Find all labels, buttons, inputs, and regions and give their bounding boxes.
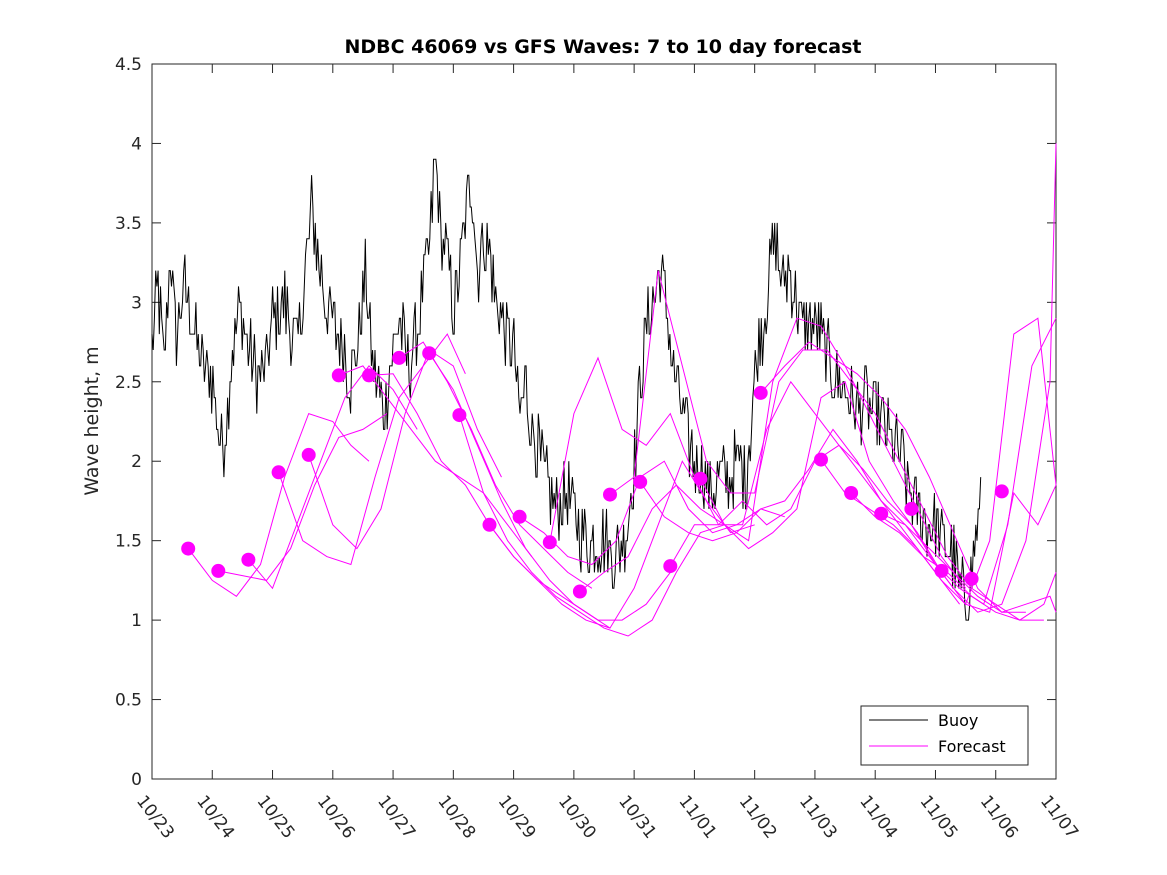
- forecast-marker: [934, 563, 949, 578]
- forecast-line-f16: [639, 143, 1057, 613]
- forecast-marker: [844, 486, 859, 500]
- forecast-line-f17: [669, 317, 1057, 605]
- forecast-marker: [633, 474, 648, 489]
- forecast-marker: [241, 552, 256, 567]
- y-tick-label: 3: [131, 293, 142, 313]
- forecast-marker: [964, 571, 979, 586]
- buoy-series: [151, 158, 982, 621]
- y-tick-label: 3.5: [115, 214, 142, 234]
- forecast-marker: [211, 563, 226, 578]
- forecast-line-f19: [760, 341, 1026, 613]
- forecast-marker: [362, 368, 376, 383]
- forecast-marker: [693, 471, 708, 486]
- y-tick-label: 2.5: [115, 373, 142, 393]
- forecast-line-f09: [428, 352, 671, 621]
- forecast-line-f12: [519, 460, 785, 566]
- forecast-marker: [603, 487, 617, 502]
- forecast-line-f13: [549, 356, 960, 605]
- y-tick-label: 4.5: [115, 55, 142, 75]
- chart-title: NDBC 46069 vs GFS Waves: 7 to 10 day for…: [344, 36, 861, 58]
- y-tick-label: 4: [131, 134, 142, 154]
- forecast-marker: [814, 452, 828, 467]
- forecast-marker: [874, 506, 889, 521]
- legend-forecast-label: Forecast: [938, 737, 1006, 756]
- buoy-line: [151, 158, 982, 621]
- forecast-marker: [301, 447, 316, 462]
- forecast-marker: [482, 517, 497, 532]
- plot-frame: [151, 63, 1057, 780]
- forecast-marker: [512, 509, 527, 524]
- y-tick-label: 1.5: [115, 532, 142, 552]
- forecast-marker: [572, 584, 587, 599]
- y-tick-label: 0.5: [115, 691, 142, 711]
- y-tick-label: 0: [131, 770, 142, 790]
- forecast-line-f10: [458, 414, 725, 637]
- y-axis-label: Wave height, m: [81, 346, 103, 495]
- forecast-marker: [753, 385, 768, 400]
- forecast-marker: [271, 465, 286, 480]
- forecast-line-f11: [489, 460, 755, 629]
- forecast-line-f02: [218, 413, 388, 581]
- y-axis: 0 0.5 1 1.5 2 2.5 3 3.5 4 4.5: [115, 55, 1056, 790]
- forecast-marker: [392, 350, 407, 365]
- forecast-line-f18: [699, 381, 1057, 613]
- forecast-marker: [331, 368, 346, 383]
- forecast-line-f01: [187, 412, 370, 597]
- forecast-markers: [181, 346, 1009, 599]
- y-tick-label: 1: [131, 611, 142, 631]
- forecast-line-f05: [308, 349, 502, 550]
- legend: Buoy Forecast: [860, 705, 1029, 766]
- forecast-marker: [452, 408, 467, 423]
- legend-buoy-label: Buoy: [938, 711, 978, 730]
- forecast-line-f22: [880, 513, 1057, 613]
- forecast-line-f04: [278, 333, 466, 566]
- forecast-line-f14: [579, 317, 966, 592]
- forecast-marker: [904, 501, 919, 516]
- forecast-marker: [181, 541, 196, 556]
- forecast-marker: [422, 346, 437, 361]
- forecast-marker: [663, 559, 678, 574]
- forecast-marker: [542, 535, 557, 550]
- forecast-marker: [994, 484, 1009, 499]
- forecast-line-f03: [248, 365, 418, 590]
- y-tick-label: 2: [131, 452, 142, 472]
- legend-box: [860, 705, 1029, 766]
